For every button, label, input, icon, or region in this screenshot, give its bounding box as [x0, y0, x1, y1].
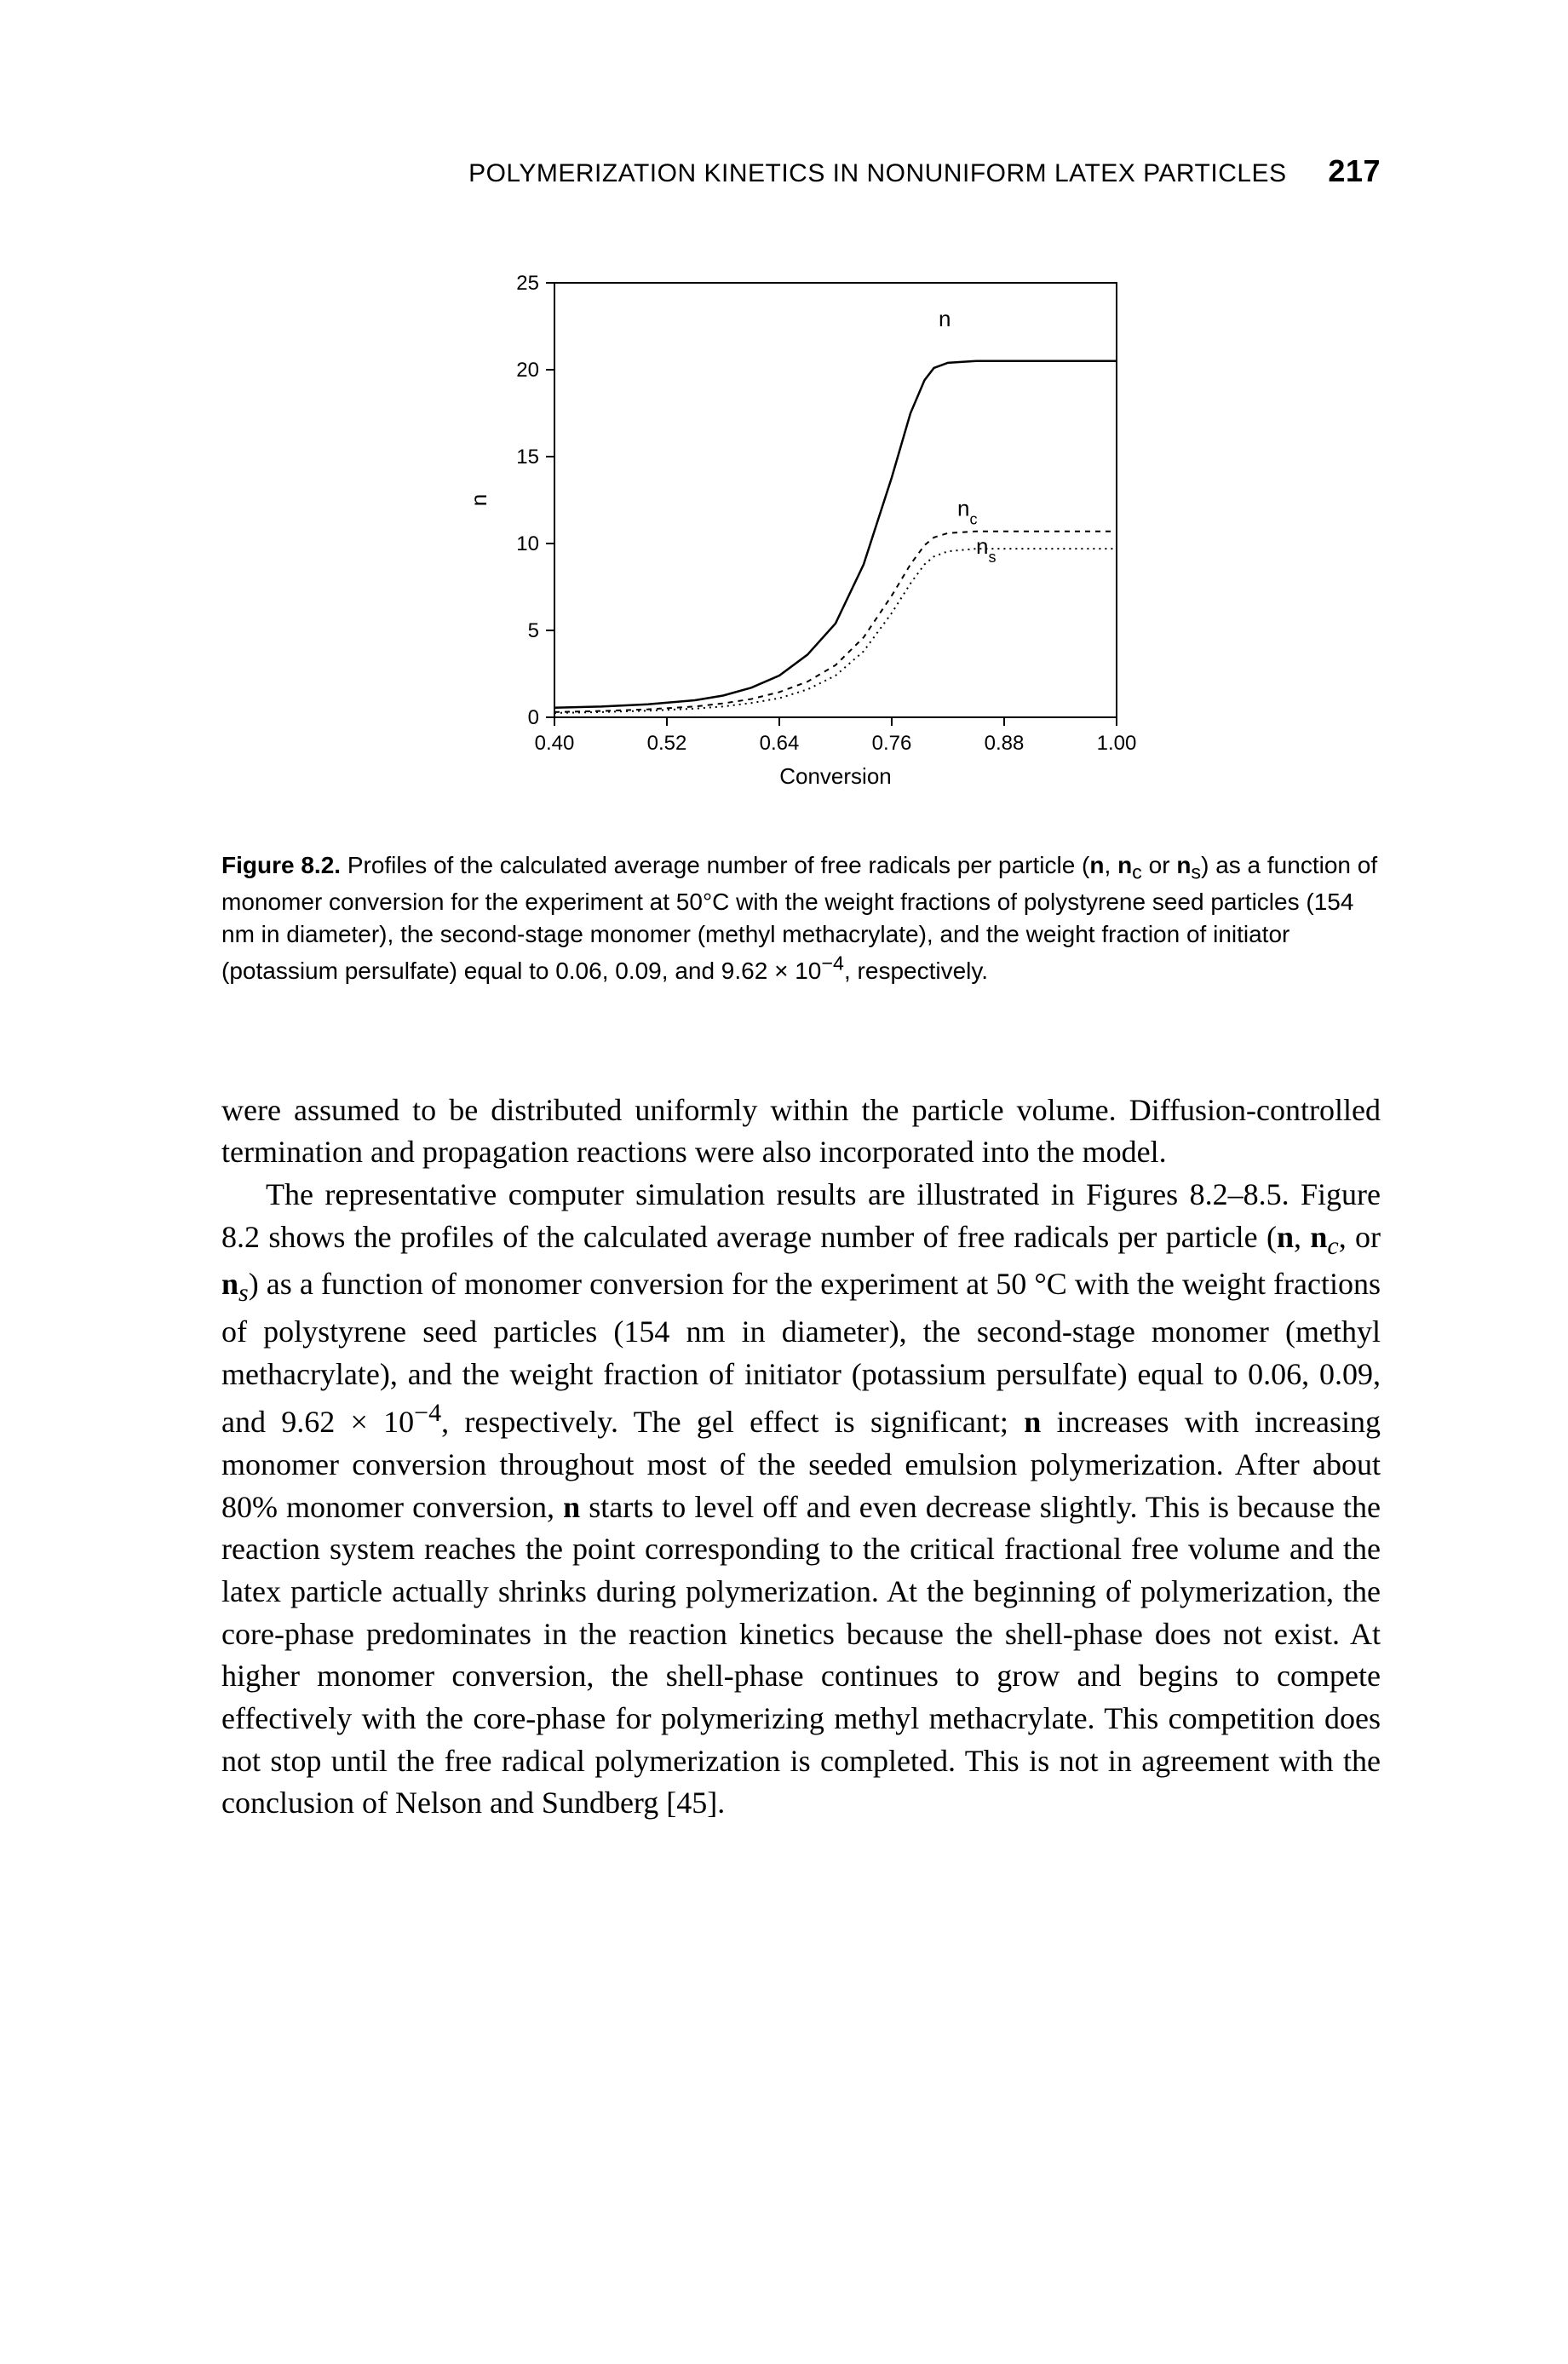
running-header: POLYMERIZATION KINETICS IN NONUNIFORM LA…	[221, 153, 1381, 189]
x-tick-label: 1.00	[1096, 732, 1136, 755]
x-tick-label: 0.76	[871, 732, 911, 755]
series-label-n: n	[939, 306, 951, 331]
y-tick-label: 0	[527, 706, 538, 729]
y-tick-label: 10	[516, 532, 539, 555]
series-label-ns: ns	[976, 533, 996, 566]
paragraph: The representative computer simulation r…	[221, 1174, 1381, 1825]
y-tick-label: 15	[516, 446, 539, 469]
header-page-number: 217	[1328, 153, 1381, 189]
figure-caption-text: Profiles of the calculated average numbe…	[221, 852, 1377, 984]
body-text: were assumed to be distributed uniformly…	[221, 1090, 1381, 1825]
y-tick-label: 5	[527, 619, 538, 642]
header-title: POLYMERIZATION KINETICS IN NONUNIFORM LA…	[468, 159, 1287, 188]
y-axis-label: n	[466, 494, 491, 506]
page: POLYMERIZATION KINETICS IN NONUNIFORM LA…	[0, 0, 1568, 2364]
x-tick-label: 0.64	[759, 732, 799, 755]
series-ns	[554, 549, 1117, 713]
x-tick-label: 0.52	[646, 732, 686, 755]
figure-caption: Figure 8.2. Profiles of the calculated a…	[221, 849, 1381, 987]
y-tick-label: 20	[516, 359, 539, 382]
series-n	[554, 361, 1117, 708]
series-label-nc: nc	[957, 495, 977, 527]
figure-8-2: 0.40 0.52 0.64 0.76 0.88 1.00 0 5 10 15 20 25 Conver…	[221, 257, 1381, 807]
x-tick-label: 0.88	[984, 732, 1024, 755]
x-axis-label: Conversion	[779, 763, 892, 789]
x-tick-label: 0.40	[534, 732, 574, 755]
paragraph: were assumed to be distributed uniformly…	[221, 1090, 1381, 1174]
figure-label: Figure 8.2.	[221, 852, 341, 878]
chart-svg: 0.40 0.52 0.64 0.76 0.88 1.00 0 5 10 15 20 25 Conver…	[452, 257, 1151, 802]
y-tick-label: 25	[516, 272, 539, 295]
